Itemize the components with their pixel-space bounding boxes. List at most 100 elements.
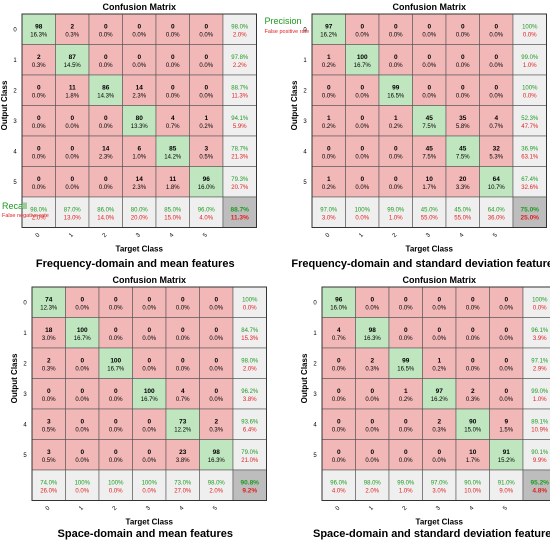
cell-count: 0 — [394, 23, 398, 30]
y-tick-label: 5 — [13, 180, 17, 186]
col-summary-good: 87.0% — [64, 207, 82, 213]
matrix-cell — [165, 408, 200, 440]
cell-percent: 0.2% — [322, 185, 336, 191]
cell-count: 0 — [437, 327, 441, 334]
cell-percent: 0.0% — [42, 397, 56, 403]
cell-percent: 0.0% — [32, 124, 46, 130]
cell-count: 0 — [80, 418, 84, 425]
x-tick-label: 3 — [145, 505, 152, 512]
cell-percent: 2.3% — [99, 154, 113, 160]
y-tick-label: 4 — [23, 422, 27, 428]
matrix-cell — [445, 166, 480, 198]
col-summary-good: 45.0% — [421, 207, 439, 213]
matrix-cell — [98, 347, 133, 379]
cell-percent: 0.0% — [489, 32, 503, 38]
cell-count: 87 — [69, 54, 77, 61]
cell-percent: 0.0% — [209, 366, 223, 372]
cell-count: 4 — [181, 388, 185, 395]
cell-count: 20 — [459, 176, 467, 183]
cell-count: 0 — [114, 327, 118, 334]
cell-count: 100 — [357, 54, 368, 61]
matrix-cell — [65, 378, 100, 410]
matrix-cell — [199, 378, 234, 410]
x-tick-label: 2 — [102, 232, 109, 239]
panel-caption: Space-domain and standard deviation feat… — [313, 528, 550, 540]
cell-count: 0 — [504, 357, 508, 364]
cell-percent: 0.0% — [456, 63, 470, 69]
matrix-cell — [65, 317, 100, 349]
cell-count: 0 — [114, 388, 118, 395]
row-summary-good: 67.4% — [521, 177, 539, 183]
y-tick-label: 2 — [13, 88, 17, 94]
cell-count: 0 — [427, 84, 431, 91]
matrix-cell — [21, 13, 56, 45]
col-summary-bad: 27.0% — [174, 488, 192, 494]
cell-count: 0 — [394, 176, 398, 183]
cell-percent: 16.2% — [320, 32, 338, 38]
matrix-cell — [445, 13, 480, 45]
matrix-cell — [189, 13, 224, 45]
cell-percent: 15.2% — [498, 458, 516, 464]
col-summary-good: 100% — [142, 480, 158, 486]
cell-count: 2 — [70, 23, 74, 30]
cell-percent: 16.5% — [387, 93, 405, 99]
row-summary-good: 79.3% — [231, 177, 249, 183]
col-summary-good: 85.0% — [164, 207, 182, 213]
x-tick-label: 4 — [179, 505, 186, 512]
cell-percent: 1.0% — [132, 154, 146, 160]
cell-percent: 0.0% — [132, 32, 146, 38]
cell-percent: 0.0% — [399, 427, 413, 433]
x-axis-label: Target Class — [126, 518, 174, 527]
cell-percent: 0.0% — [332, 366, 346, 372]
cell-count: 0 — [360, 23, 364, 30]
total-accuracy: 90.8% — [241, 479, 260, 486]
matrix-cell — [345, 166, 380, 198]
chart-title: Confusion Matrix — [403, 275, 477, 285]
cell-percent: 0.0% — [432, 305, 446, 311]
col-summary-good: 64.0% — [488, 207, 506, 213]
cell-count: 86 — [102, 84, 110, 91]
matrix-cell — [132, 347, 167, 379]
col-summary-good: 98.0% — [364, 480, 382, 486]
matrix-cell — [422, 317, 457, 349]
row-summary-good: 94.1% — [231, 116, 249, 122]
col-summary-bad: 10.0% — [464, 488, 482, 494]
x-tick-label: 3 — [435, 505, 442, 512]
x-tick-label: 3 — [425, 232, 432, 239]
matrix-cell — [311, 135, 346, 167]
cell-count: 0 — [104, 23, 108, 30]
matrix-cell — [55, 166, 90, 198]
cell-count: 0 — [37, 176, 41, 183]
cell-percent: 0.0% — [422, 93, 436, 99]
col-summary-cell — [165, 469, 200, 501]
row-summary-good: 88.7% — [231, 85, 249, 91]
cell-count: 99 — [402, 357, 410, 364]
row-summary-bad: 3.9% — [533, 336, 547, 342]
row-summary-good: 78.7% — [231, 146, 249, 152]
col-summary-bad: 26.0% — [40, 488, 58, 494]
matrix-cell — [378, 105, 413, 137]
col-summary-bad: 0.0% — [109, 488, 123, 494]
cell-count: 0 — [181, 357, 185, 364]
cell-count: 0 — [461, 84, 465, 91]
cell-percent: 0.0% — [355, 32, 369, 38]
cell-count: 0 — [80, 449, 84, 456]
row-summary-good: 98.0% — [231, 24, 249, 30]
cell-percent: 2.3% — [132, 185, 146, 191]
row-summary-cell — [232, 408, 267, 440]
cell-percent: 0.0% — [489, 63, 503, 69]
row-summary-cell — [512, 13, 547, 45]
row-summary-good: 89.1% — [531, 419, 549, 425]
matrix-cell — [321, 286, 356, 318]
cell-percent: 0.0% — [109, 397, 123, 403]
cell-percent: 0.7% — [176, 397, 190, 403]
col-summary-good: 96.0% — [330, 480, 348, 486]
matrix-border — [321, 286, 550, 501]
cell-percent: 0.0% — [176, 336, 190, 342]
cell-count: 74 — [45, 296, 53, 303]
cell-count: 11 — [69, 84, 76, 91]
cell-percent: 0.0% — [99, 63, 113, 69]
cell-count: 14 — [136, 176, 144, 183]
cell-percent: 0.0% — [365, 427, 379, 433]
cell-percent: 0.0% — [75, 427, 89, 433]
